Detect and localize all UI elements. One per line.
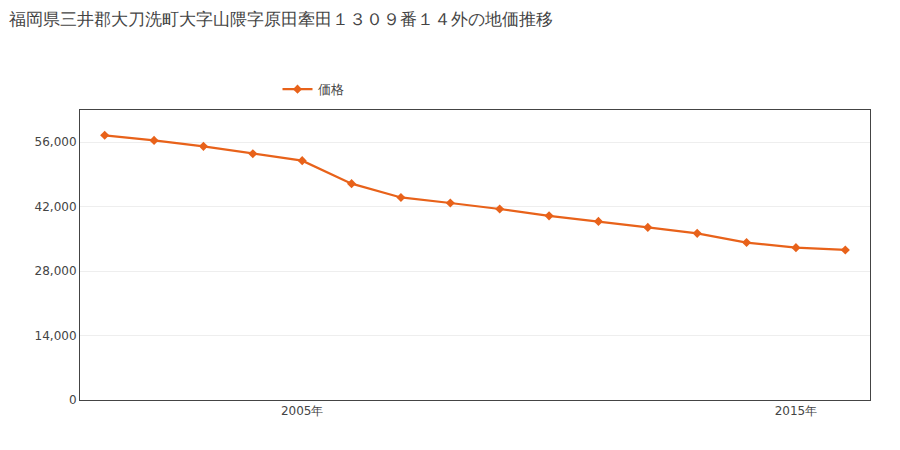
svg-text:28,000: 28,000 (35, 264, 77, 278)
svg-text:価格: 価格 (318, 82, 344, 97)
svg-text:14,000: 14,000 (35, 329, 77, 343)
svg-text:42,000: 42,000 (35, 200, 77, 214)
svg-text:2015年: 2015年 (775, 404, 818, 418)
svg-text:56,000: 56,000 (35, 135, 77, 149)
svg-text:0: 0 (69, 393, 77, 407)
svg-text:福岡県三井郡大刀洗町大字山隈字原田牽田１３０９番１４外の地価: 福岡県三井郡大刀洗町大字山隈字原田牽田１３０９番１４外の地価推移 (9, 9, 553, 29)
svg-text:2005年: 2005年 (281, 404, 324, 418)
